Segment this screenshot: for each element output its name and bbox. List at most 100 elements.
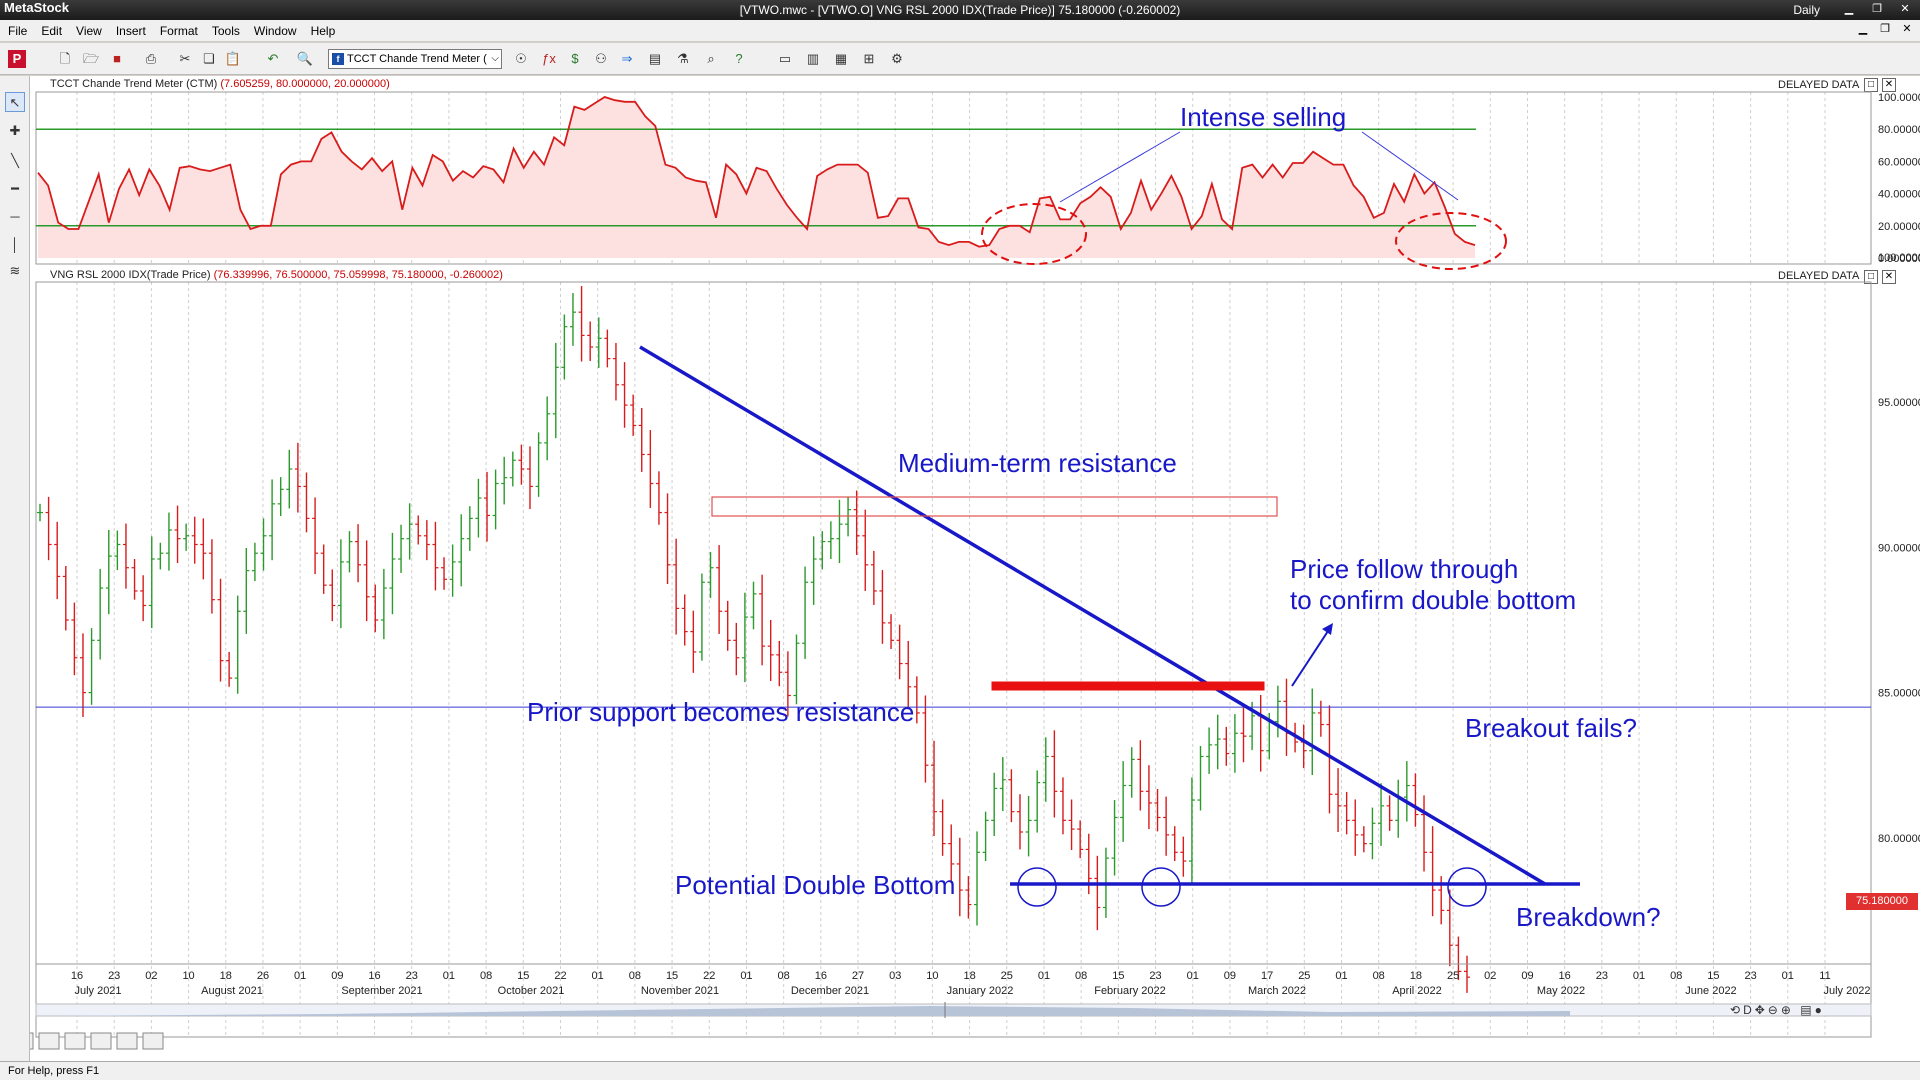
- price-bar: [423, 520, 430, 561]
- undo-icon[interactable]: ↶: [267, 51, 279, 66]
- price-bar: [793, 634, 800, 705]
- month-label: October 2021: [498, 985, 565, 997]
- price-bar: [647, 430, 654, 508]
- mdi-restore-icon[interactable]: ❐: [1880, 23, 1890, 35]
- menu-edit[interactable]: Edit: [41, 24, 63, 38]
- follow-through-label-1: Price follow through: [1290, 554, 1518, 584]
- price-bar: [888, 614, 895, 650]
- close-icon[interactable]: ✕: [1900, 3, 1910, 15]
- scan-icon[interactable]: ⚗: [677, 51, 689, 66]
- crosshair-icon[interactable]: ✚: [9, 123, 21, 138]
- palette-icon[interactable]: ●: [1814, 1003, 1825, 1017]
- paste-icon[interactable]: 📋: [224, 51, 242, 66]
- resistance-bar: [991, 681, 1265, 691]
- chevron-down-icon[interactable]: ⌵: [491, 53, 499, 64]
- open-icon[interactable]: 🗁: [82, 51, 100, 66]
- window-title: [VTWO.mwc - [VTWO.O] VNG RSL 2000 IDX(Tr…: [739, 3, 1181, 17]
- price-y-tick: 90.000000: [1878, 542, 1920, 554]
- cut-icon[interactable]: ✂: [179, 51, 191, 66]
- menu-file[interactable]: File: [8, 24, 28, 38]
- price-bar: [114, 530, 121, 571]
- fx-icon[interactable]: ƒx: [542, 51, 556, 66]
- explorer-icon[interactable]: ☉: [515, 51, 527, 66]
- price-bar: [913, 676, 920, 724]
- chart-icon[interactable]: ▤: [648, 51, 662, 66]
- mdi-close-icon[interactable]: ✕: [1902, 23, 1912, 35]
- overview-area: [36, 1006, 1570, 1016]
- downtrend-line: [639, 345, 1546, 886]
- new-icon[interactable]: 🗋: [59, 51, 71, 66]
- dollar-icon[interactable]: $: [571, 51, 579, 66]
- price-bar: [870, 550, 877, 605]
- indicator-frame: [35, 91, 1872, 265]
- price-bar: [1231, 714, 1238, 773]
- find-icon[interactable]: ⌕: [707, 51, 715, 66]
- price-bar: [1197, 746, 1204, 811]
- zoom-out-icon[interactable]: ⊖: [1767, 1003, 1781, 1017]
- pointer-icon[interactable]: ↖: [5, 92, 25, 112]
- d-icon[interactable]: D: [1743, 1003, 1755, 1017]
- price-bar: [1369, 807, 1376, 860]
- metastock-logo-icon[interactable]: P: [8, 50, 26, 68]
- x-tick-label: 01: [1782, 970, 1794, 982]
- tile-icon[interactable]: ▥: [806, 51, 820, 66]
- x-tick-label: 22: [703, 970, 715, 982]
- bottom-circle: [1447, 867, 1487, 907]
- settings-icon[interactable]: ⚙: [891, 51, 903, 66]
- layout-icon[interactable]: ▭: [778, 51, 792, 66]
- x-tick-label: 01: [1335, 970, 1347, 982]
- pan-icon[interactable]: ✥: [1754, 1003, 1768, 1017]
- price-close-icon[interactable]: ✕: [1882, 270, 1896, 284]
- menu-window[interactable]: Window: [253, 24, 297, 38]
- arrow-icon[interactable]: ⇒: [621, 51, 633, 66]
- copy-icon[interactable]: ❏: [203, 51, 215, 66]
- price-bar: [441, 557, 448, 590]
- minus-icon[interactable]: ─: [10, 209, 20, 224]
- minimize-icon[interactable]: ▁: [1844, 3, 1854, 15]
- window-icon[interactable]: ⊞: [863, 51, 875, 66]
- data-window-icon[interactable]: ▤: [1800, 1003, 1815, 1017]
- vertical-line-icon[interactable]: │: [10, 237, 20, 252]
- month-label: July 2022: [1823, 985, 1870, 997]
- follow-through-arrowhead: [1322, 623, 1333, 635]
- menu-insert[interactable]: Insert: [115, 24, 146, 38]
- price-bar: [312, 497, 319, 575]
- price-bar: [475, 478, 482, 538]
- help-icon[interactable]: ?: [735, 51, 743, 66]
- print-icon[interactable]: ⎙: [145, 51, 157, 66]
- price-bar: [939, 799, 946, 856]
- x-tick-label: 08: [778, 970, 790, 982]
- mini-chart-button: [38, 1032, 60, 1050]
- price-bar: [484, 471, 491, 542]
- price-bar: [1455, 936, 1462, 981]
- follow-through-label-2: to confirm double bottom: [1290, 585, 1576, 615]
- price-bar: [561, 314, 568, 380]
- horizontal-line-icon[interactable]: ━: [11, 181, 19, 196]
- save-icon[interactable]: ■: [113, 51, 121, 66]
- refresh-icon[interactable]: ⟲: [1730, 1003, 1744, 1017]
- price-bar: [140, 575, 147, 622]
- binoculars-icon[interactable]: ⚇: [595, 51, 607, 66]
- zoom-in-icon[interactable]: ⊕: [1780, 1003, 1794, 1017]
- x-tick-label: 25: [1001, 970, 1013, 982]
- price-bar: [1180, 836, 1187, 877]
- maximize-icon[interactable]: ❐: [1872, 3, 1882, 15]
- price-bar: [638, 408, 645, 472]
- zoom-icon[interactable]: 🔍: [296, 51, 314, 66]
- grid-icon[interactable]: ▦: [834, 51, 848, 66]
- chart-svg[interactable]: 100.00000080.00000060.00000040.00000020.…: [30, 76, 1920, 1061]
- menu-help[interactable]: Help: [310, 24, 336, 38]
- price-maximize-icon[interactable]: □: [1864, 270, 1878, 284]
- price-bar: [733, 622, 740, 676]
- indicator-close-icon[interactable]: ✕: [1882, 78, 1896, 92]
- menu-format[interactable]: Format: [159, 24, 198, 38]
- price-bar: [819, 531, 826, 570]
- price-bar: [449, 544, 456, 597]
- trendline-icon[interactable]: ╲: [11, 153, 19, 168]
- indicator-combo[interactable]: f TCCT Chande Trend Meter (⌵: [328, 49, 502, 69]
- mdi-minimize-icon[interactable]: ▁: [1858, 23, 1868, 35]
- price-bar: [1464, 955, 1470, 993]
- fibonacci-icon[interactable]: ≋: [9, 263, 21, 278]
- menu-tools[interactable]: Tools: [211, 24, 240, 38]
- menu-view[interactable]: View: [76, 24, 102, 38]
